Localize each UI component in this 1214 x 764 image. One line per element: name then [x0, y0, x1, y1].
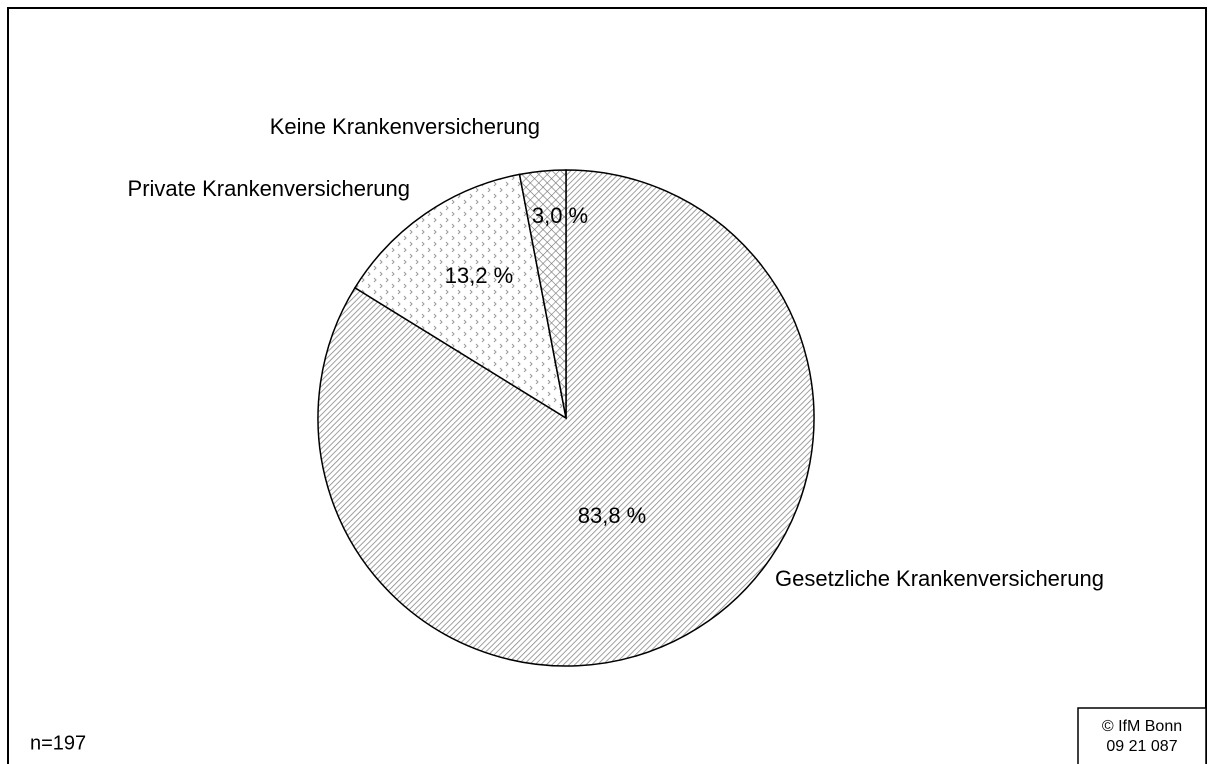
slice-category-label: Keine Krankenversicherung: [270, 114, 540, 139]
pie-slice: [518, 169, 567, 419]
frame: [7, 7, 1207, 764]
source-code: 09 21 087: [1106, 738, 1177, 755]
slice-category-label: Private Krankenversicherung: [128, 176, 410, 201]
slice-category-label: Gesetzliche Krankenversicherung: [775, 566, 1104, 591]
source-note: © IfM Bonn: [1102, 718, 1182, 735]
sample-note: n=197: [30, 732, 86, 754]
slice-value-label: 13,2 %: [445, 263, 514, 288]
source-box: [1077, 707, 1207, 764]
slice-value-label: 83,8 %: [578, 503, 647, 528]
slice-value-label: 3,0 %: [532, 203, 588, 228]
pie-slice: [353, 173, 568, 420]
